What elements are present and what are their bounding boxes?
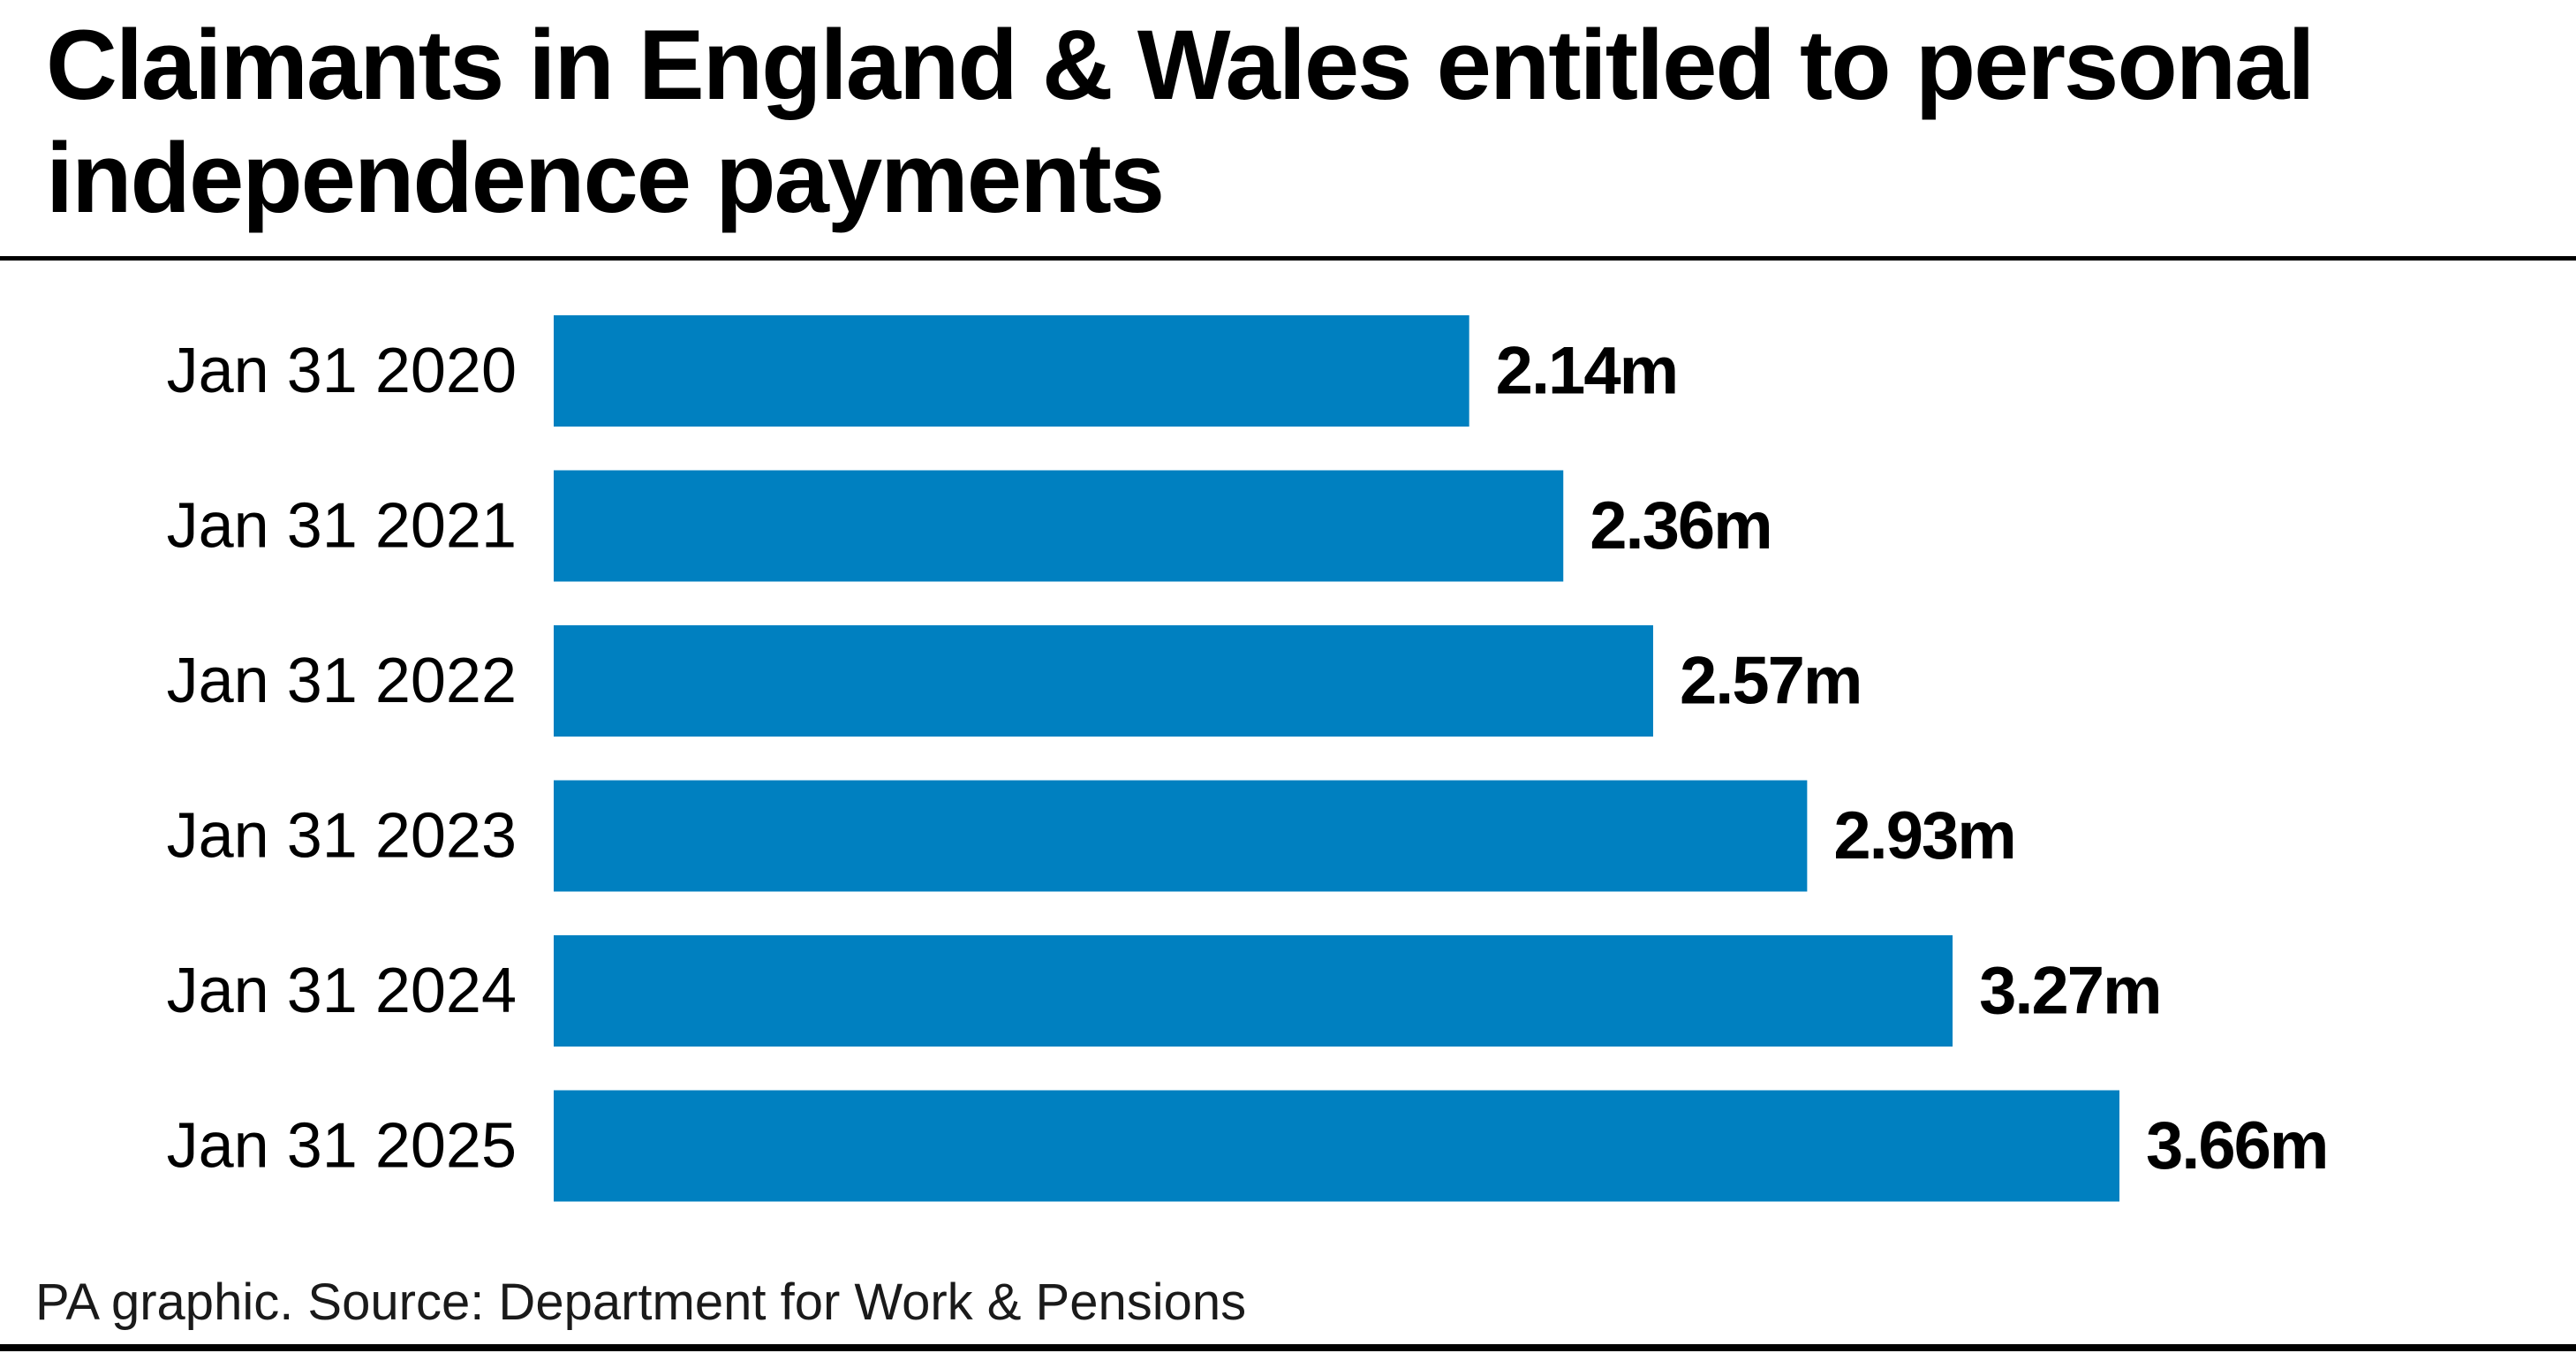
value-label: 3.66m [2146,1108,2328,1183]
bottom-divider [0,1344,2576,1351]
value-label: 2.36m [1590,488,1771,563]
value-label: 2.93m [1833,798,2015,873]
category-label: Jan 31 2022 [167,646,517,716]
bar [554,935,1953,1047]
bar [554,1090,2119,1202]
chart-title: Claimants in England & Wales entitled to… [46,10,2315,233]
value-label: 2.14m [1496,334,1678,409]
bar-chart: Jan 31 2020 2.14m Jan 31 2021 2.36m Jan 31 2… [167,315,2330,1202]
category-label: Jan 31 2020 [167,336,517,406]
value-label: 3.27m [1979,954,2161,1029]
bar [554,625,1653,737]
bar [554,470,1564,582]
title-divider [0,256,2576,261]
category-label: Jan 31 2024 [167,956,517,1026]
category-label: Jan 31 2023 [167,801,517,872]
category-label: Jan 31 2021 [167,491,517,562]
value-label: 2.57m [1680,644,1862,719]
category-label: Jan 31 2025 [167,1111,517,1182]
bar [554,780,1808,892]
bar [554,315,1469,427]
source-note: PA graphic. Source: Department for Work … [35,1274,1247,1331]
